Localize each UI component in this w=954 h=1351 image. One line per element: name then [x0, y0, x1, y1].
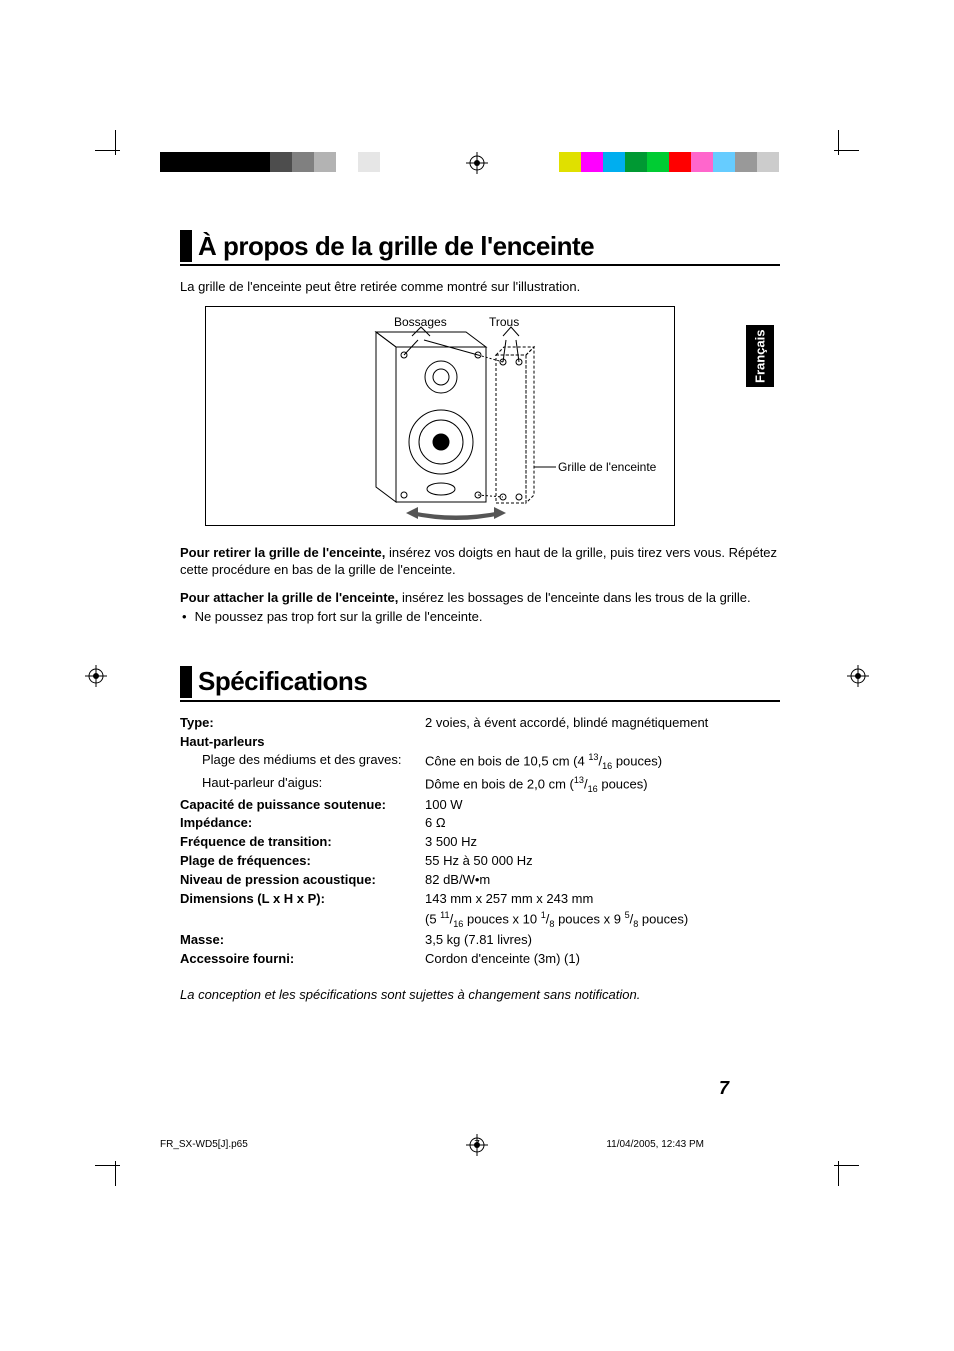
color-swatch	[226, 152, 248, 172]
crop-mark-bottom-right	[819, 1146, 859, 1186]
spec-row-tweeter: Haut-parleur d'aigus: Dôme en bois de 2,…	[180, 774, 780, 796]
page-number: 7	[719, 1078, 729, 1099]
registration-mark-right	[847, 665, 869, 687]
spec-acc-value: Cordon d'enceinte (3m) (1)	[425, 950, 780, 969]
color-swatch	[603, 152, 625, 172]
color-swatch	[691, 152, 713, 172]
grille-intro: La grille de l'enceinte peut être retiré…	[180, 278, 780, 296]
spec-tweeter-label: Haut-parleur d'aigus:	[180, 774, 425, 796]
color-swatch	[625, 152, 647, 172]
color-swatch	[336, 152, 358, 172]
footer-page-number: 7	[474, 1139, 480, 1150]
grille-bullet-warning: Ne poussez pas trop fort sur la grille d…	[180, 608, 780, 626]
section-grille-heading: À propos de la grille de l'enceinte	[198, 231, 594, 262]
figure-label-trous: Trous	[489, 315, 519, 329]
section-bar-icon	[180, 230, 192, 262]
spec-row-accessory: Accessoire fourni: Cordon d'enceinte (3m…	[180, 950, 780, 969]
spec-row-freq: Plage de fréquences: 55 Hz à 50 000 Hz	[180, 852, 780, 871]
spec-row-mid: Plage des médiums et des graves: Cône en…	[180, 751, 780, 773]
crop-mark-top-right	[819, 130, 859, 170]
spec-hp-label: Haut-parleurs	[180, 733, 425, 752]
spec-type-label: Type:	[180, 714, 425, 733]
spec-power-value: 100 W	[425, 796, 780, 815]
spec-dim-value1: 143 mm x 257 mm x 243 mm	[425, 890, 780, 909]
spec-mass-value: 3,5 kg (7.81 livres)	[425, 931, 780, 950]
speaker-grille-figure: Bossages Trous Grille de l'enceinte	[205, 306, 675, 526]
spec-row-power: Capacité de puissance soutenue: 100 W	[180, 796, 780, 815]
color-swatch	[270, 152, 292, 172]
color-swatch	[358, 152, 380, 172]
spec-cross-label: Fréquence de transition:	[180, 833, 425, 852]
color-swatch	[292, 152, 314, 172]
spec-spl-label: Niveau de pression acoustique:	[180, 871, 425, 890]
spec-tweeter-value: Dôme en bois de 2,0 cm (13/16 pouces)	[425, 774, 780, 796]
footer-filename: FR_SX-WD5[J].p65	[160, 1139, 248, 1150]
grille-attach-instruction: Pour attacher la grille de l'enceinte, i…	[180, 589, 780, 607]
crop-mark-top-left	[95, 130, 135, 170]
color-swatch	[559, 152, 581, 172]
grille-remove-instruction: Pour retirer la grille de l'enceinte, in…	[180, 544, 780, 579]
section-bar-icon	[180, 666, 192, 698]
spec-imp-value: 6 Ω	[425, 814, 780, 833]
spec-row-dimensions-inches: (5 11/16 pouces x 10 1/8 pouces x 9 5/8 …	[180, 909, 780, 931]
registration-mark-top	[466, 152, 488, 174]
color-bar-left	[160, 152, 380, 172]
spec-freq-value: 55 Hz à 50 000 Hz	[425, 852, 780, 871]
spec-row-type: Type: 2 voies, à évent accordé, blindé m…	[180, 714, 780, 733]
spec-cross-value: 3 500 Hz	[425, 833, 780, 852]
spec-dim-label: Dimensions (L x H x P):	[180, 890, 425, 909]
figure-label-grille: Grille de l'enceinte	[558, 460, 656, 474]
spec-row-dimensions: Dimensions (L x H x P): 143 mm x 257 mm …	[180, 890, 780, 909]
color-swatch	[160, 152, 182, 172]
spec-change-note: La conception et les spécifications sont…	[180, 986, 780, 1004]
color-swatch	[204, 152, 226, 172]
spec-row-mass: Masse: 3,5 kg (7.81 livres)	[180, 931, 780, 950]
spec-acc-label: Accessoire fourni:	[180, 950, 425, 969]
grille-attach-bold: Pour attacher la grille de l'enceinte,	[180, 590, 398, 605]
color-swatch	[757, 152, 779, 172]
spec-type-value: 2 voies, à évent accordé, blindé magnéti…	[425, 714, 780, 733]
spec-freq-label: Plage de fréquences:	[180, 852, 425, 871]
footer-date: 11/04/2005, 12:43 PM	[606, 1139, 704, 1150]
crop-mark-bottom-left	[95, 1146, 135, 1186]
spec-power-label: Capacité de puissance soutenue:	[180, 796, 425, 815]
section-spec-heading: Spécifications	[198, 666, 367, 697]
color-swatch	[182, 152, 204, 172]
color-swatch	[713, 152, 735, 172]
section-grille-title: À propos de la grille de l'enceinte	[180, 230, 780, 266]
color-swatch	[647, 152, 669, 172]
spec-spl-value: 82 dB/W•m	[425, 871, 780, 890]
section-spec-title: Spécifications	[180, 666, 780, 702]
footer: FR_SX-WD5[J].p65 7 11/04/2005, 12:43 PM	[160, 1139, 794, 1153]
registration-mark-left	[85, 665, 107, 687]
spec-row-impedance: Impédance: 6 Ω	[180, 814, 780, 833]
spec-row-spl: Niveau de pression acoustique: 82 dB/W•m	[180, 871, 780, 890]
color-swatch	[735, 152, 757, 172]
spec-mass-label: Masse:	[180, 931, 425, 950]
spec-row-crossover: Fréquence de transition: 3 500 Hz	[180, 833, 780, 852]
color-swatch	[314, 152, 336, 172]
color-swatch	[581, 152, 603, 172]
color-bar-right	[559, 152, 779, 172]
color-swatch	[669, 152, 691, 172]
page-content: À propos de la grille de l'enceinte La g…	[180, 230, 780, 1014]
spec-dim-value2: (5 11/16 pouces x 10 1/8 pouces x 9 5/8 …	[425, 909, 780, 931]
spec-mid-label: Plage des médiums et des graves:	[180, 751, 425, 773]
figure-label-bossages: Bossages	[394, 315, 447, 329]
color-swatch	[248, 152, 270, 172]
spec-row-hp: Haut-parleurs	[180, 733, 780, 752]
spec-mid-value: Cône en bois de 10,5 cm (4 13/16 pouces)	[425, 751, 780, 773]
spec-imp-label: Impédance:	[180, 814, 425, 833]
grille-attach-rest: insérez les bossages de l'enceinte dans …	[398, 590, 750, 605]
grille-remove-bold: Pour retirer la grille de l'enceinte,	[180, 545, 385, 560]
